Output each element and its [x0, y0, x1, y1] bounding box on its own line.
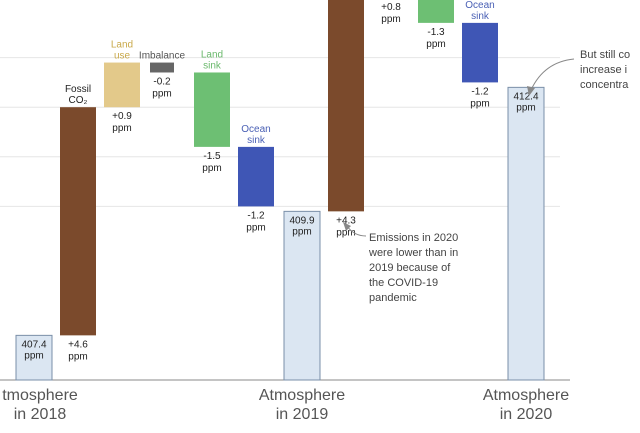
- bar-name-imbalance-2018-0: Imbalance: [139, 51, 186, 62]
- bar-name-oceansink-2019-1: sink: [471, 11, 490, 22]
- annotation-covid-line-0: Emissions in 2020: [369, 232, 458, 244]
- value-label-landuse-2019-1: ppm: [381, 14, 400, 25]
- value-label-landuse-2018-1: ppm: [112, 123, 131, 134]
- value-label-landuse-2018-0: +0.9: [112, 111, 132, 122]
- annotation-still-arrow: [530, 58, 575, 91]
- value-label-fossil-2019-0: +4.3: [336, 215, 356, 226]
- value-label-landsink-2018-1: ppm: [202, 163, 221, 174]
- bar-name-landuse-2018-1: use: [114, 51, 131, 62]
- bar-name-landsink-2018-1: sink: [203, 60, 222, 71]
- value-label-imbalance-2018-0: -0.2: [153, 76, 171, 87]
- bar-imbalance-2018: [150, 62, 174, 73]
- value-label-fossil-2019-1: ppm: [336, 227, 355, 238]
- value-label-landuse-2019-0: +0.8: [381, 2, 401, 13]
- bar-name-oceansink-2018-1: sink: [247, 135, 266, 146]
- bar-name-landsink-2018-0: Land: [201, 49, 223, 60]
- bar-oceansink-2019: [462, 22, 498, 83]
- bar-atm-2020: [507, 86, 545, 381]
- value-label-landsink-2019-1: ppm: [426, 39, 445, 50]
- value-label-atm-2019-1: ppm: [292, 226, 311, 237]
- bar-fossil-2019: [328, 0, 364, 212]
- value-label-landsink-2018-0: -1.5: [203, 151, 221, 162]
- value-label-oceansink-2019-1: ppm: [470, 98, 489, 109]
- bar-atm-2019: [283, 210, 321, 381]
- bar-landuse-2018: [104, 62, 140, 108]
- bar-name-landuse-2018-0: Land: [111, 40, 133, 51]
- bar-landsink-2019: [418, 0, 454, 23]
- annotation-still-arrowhead: [527, 86, 535, 96]
- value-label-atm-2020-0: 412.4: [513, 91, 538, 102]
- value-label-atm-2019-0: 409.9: [289, 215, 314, 226]
- annotation-still-line-1: increase i: [580, 64, 627, 76]
- annotation-covid-line-1: were lower than in: [368, 247, 458, 259]
- annotation-still-line-2: concentra: [580, 79, 629, 91]
- bar-landsink-2018: [194, 72, 230, 147]
- bar-atm-2018: [15, 334, 53, 381]
- annotation-covid-line-3: the COVID-19: [369, 277, 438, 289]
- category-label-0-0: tmosphere: [2, 387, 78, 404]
- bar-oceansink-2018: [238, 146, 274, 207]
- value-label-fossil-2018-0: +4.6: [68, 339, 88, 350]
- value-label-landsink-2019-0: -1.3: [427, 27, 445, 38]
- category-label-1-1: in 2019: [276, 406, 329, 423]
- bar-name-fossil-2018-1: CO₂: [69, 95, 88, 106]
- value-label-atm-2018-0: 407.4: [21, 339, 46, 350]
- annotation-still-line-0: But still co: [580, 49, 630, 61]
- bar-fossil-2018: [60, 107, 96, 336]
- annotation-covid-arrowhead: [343, 222, 351, 231]
- value-label-oceansink-2018-0: -1.2: [247, 210, 265, 221]
- annotation-covid-line-2: 2019 because of: [369, 262, 451, 274]
- category-label-1-0: Atmosphere: [259, 387, 345, 404]
- value-label-atm-2020-1: ppm: [516, 102, 535, 113]
- bar-name-fossil-2018-0: Fossil: [65, 84, 91, 95]
- value-label-imbalance-2018-1: ppm: [152, 88, 171, 99]
- category-label-2-0: Atmosphere: [483, 387, 569, 404]
- category-label-2-1: in 2020: [500, 406, 553, 423]
- annotation-covid-line-4: pandemic: [369, 292, 417, 304]
- bar-name-oceansink-2018-0: Ocean: [241, 124, 270, 135]
- bar-name-oceansink-2019-0: Ocean: [465, 0, 494, 11]
- value-label-atm-2018-1: ppm: [24, 350, 43, 361]
- category-label-0-1: in 2018: [14, 406, 67, 423]
- value-label-oceansink-2018-1: ppm: [246, 222, 265, 233]
- value-label-oceansink-2019-0: -1.2: [471, 86, 489, 97]
- value-label-fossil-2018-1: ppm: [68, 351, 87, 362]
